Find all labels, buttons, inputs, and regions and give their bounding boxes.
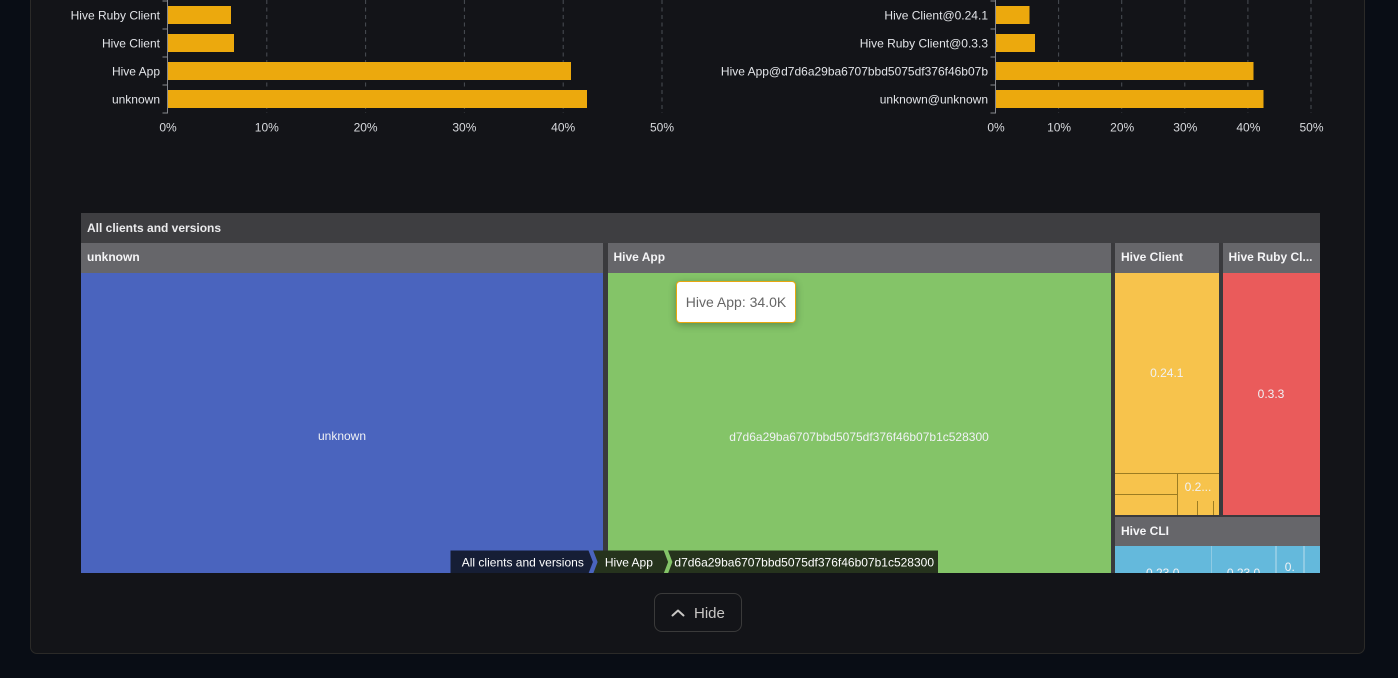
svg-text:20%: 20% [354,121,378,135]
svg-text:0%: 0% [159,121,177,135]
svg-text:40%: 40% [1236,121,1260,135]
svg-text:d7d6a29ba6707bbd5075df376f46b0: d7d6a29ba6707bbd5075df376f46b07b1c528300 [674,555,934,569]
svg-text:10%: 10% [255,121,279,135]
svg-text:50%: 50% [1299,121,1323,135]
svg-text:Hive Client@0.24.1: Hive Client@0.24.1 [884,9,988,23]
svg-text:unknown: unknown [112,93,160,107]
svg-text:30%: 30% [452,121,476,135]
svg-text:Hive Ruby Client: Hive Ruby Client [71,9,161,23]
svg-text:unknown@unknown: unknown@unknown [880,93,988,107]
svg-text:50%: 50% [650,121,674,135]
svg-text:Hive Ruby Client@0.3.3: Hive Ruby Client@0.3.3 [860,37,989,51]
svg-text:30%: 30% [1173,121,1197,135]
svg-text:All clients and versions: All clients and versions [462,555,584,569]
svg-text:40%: 40% [551,121,575,135]
svg-text:Hive App: Hive App [112,65,160,79]
svg-text:20%: 20% [1110,121,1134,135]
svg-text:Hive Client: Hive Client [102,37,161,51]
svg-text:10%: 10% [1047,121,1071,135]
svg-text:Hive App@d7d6a29ba6707bbd5075d: Hive App@d7d6a29ba6707bbd5075df376f46b07… [721,65,988,79]
svg-text:0%: 0% [987,121,1005,135]
svg-text:Hive App: Hive App [605,555,653,569]
